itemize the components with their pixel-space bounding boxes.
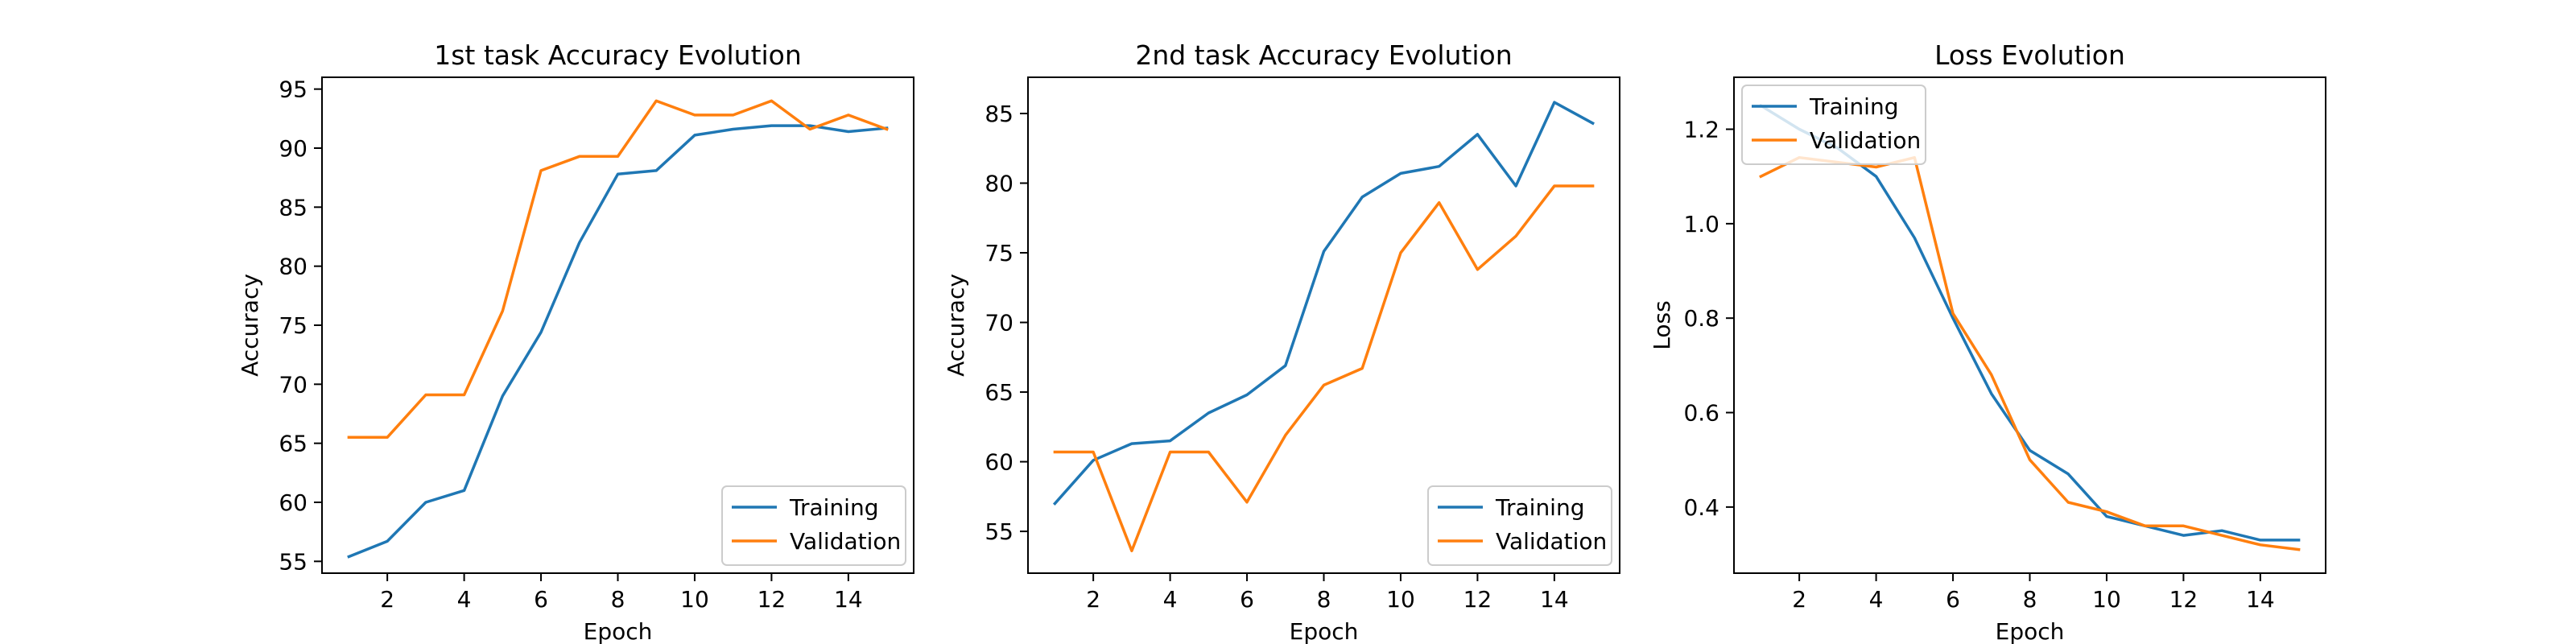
x-axis-label: Epoch <box>1290 618 1359 644</box>
y-tick-label: 95 <box>279 76 308 103</box>
x-tick-label: 14 <box>834 586 863 613</box>
y-tick-label: 80 <box>279 254 308 280</box>
series-line-training <box>1052 101 1595 506</box>
legend: Training Validation <box>721 485 906 566</box>
legend-label-validation: Validation <box>790 528 901 555</box>
series-line-training <box>347 124 889 559</box>
y-tick-label: 90 <box>279 135 308 162</box>
x-tick-label: 12 <box>1463 586 1492 613</box>
y-tick-label: 0.4 <box>1683 494 1719 521</box>
y-tick-label: 65 <box>279 431 308 457</box>
y-tick-label: 85 <box>985 101 1013 127</box>
y-axis-label: Accuracy <box>237 274 263 377</box>
legend-label-training: Training <box>1809 93 1898 120</box>
chart-panel-1: 2 4 6 8 10 12 14 55 60 65 70 75 80 85 90 95 1st task Acc… <box>237 39 914 644</box>
y-tick-label: 1.2 <box>1683 117 1719 143</box>
x-tick-label: 8 <box>1317 586 1331 613</box>
x-tick-label: 6 <box>1240 586 1254 613</box>
y-tick-label: 70 <box>279 371 308 398</box>
x-tick-label: 10 <box>2092 586 2121 613</box>
y-tick-label: 75 <box>279 312 308 339</box>
x-axis-label: Epoch <box>584 618 653 644</box>
chart-panel-2: 2 4 6 8 10 12 14 55 60 65 70 75 80 85 2nd task Accurac… <box>943 39 1620 644</box>
x-tick-label: 4 <box>457 586 472 613</box>
y-tick-label: 85 <box>279 194 308 221</box>
x-tick-label: 12 <box>758 586 786 613</box>
legend-label-validation: Validation <box>1496 528 1607 555</box>
x-tick-label: 2 <box>1792 586 1806 613</box>
y-tick-label: 65 <box>985 379 1013 406</box>
chart-title: 2nd task Accuracy Evolution <box>1135 39 1512 71</box>
y-tick-label: 1.0 <box>1683 211 1719 237</box>
y-tick-label: 55 <box>985 518 1013 545</box>
series-line-validation <box>1053 184 1595 553</box>
x-tick-label: 8 <box>611 586 625 613</box>
y-tick-label: 60 <box>985 449 1013 476</box>
x-axis-label: Epoch <box>1996 618 2065 644</box>
legend: Training Validation <box>1741 85 1926 165</box>
legend: Training Validation <box>1427 485 1612 566</box>
chart-title: Loss Evolution <box>1934 39 2125 71</box>
x-tick-label: 12 <box>2169 586 2198 613</box>
chart-title: 1st task Accuracy Evolution <box>434 39 802 71</box>
y-tick-label: 70 <box>985 310 1013 336</box>
series-line-training <box>1758 103 2301 542</box>
y-tick-label: 80 <box>985 171 1013 197</box>
x-tick-label: 10 <box>680 586 709 613</box>
x-tick-label: 4 <box>1163 586 1178 613</box>
y-tick-label: 75 <box>985 240 1013 266</box>
x-tick-label: 4 <box>1869 586 1884 613</box>
legend-label-training: Training <box>789 494 878 521</box>
series-line-validation <box>1759 155 2301 551</box>
x-tick-label: 6 <box>1946 586 1960 613</box>
x-tick-label: 6 <box>534 586 548 613</box>
x-tick-label: 10 <box>1386 586 1415 613</box>
x-tick-label: 2 <box>1086 586 1100 613</box>
x-tick-label: 2 <box>380 586 394 613</box>
legend-label-training: Training <box>1495 494 1584 521</box>
y-tick-label: 0.6 <box>1683 400 1719 427</box>
y-tick-label: 60 <box>279 489 308 516</box>
y-tick-label: 0.8 <box>1683 305 1719 332</box>
y-axis-label: Loss <box>1649 300 1675 349</box>
y-tick-label: 55 <box>279 548 308 575</box>
legend-label-validation: Validation <box>1810 127 1921 154</box>
y-axis-label: Accuracy <box>943 274 969 377</box>
x-tick-label: 14 <box>2246 586 2275 613</box>
x-tick-label: 14 <box>1540 586 1569 613</box>
x-tick-label: 8 <box>2023 586 2037 613</box>
chart-panel-3: 2 4 6 8 10 12 14 0.4 0.6 0.8 1.0 1.2 Loss Evolution E… <box>1649 39 2326 644</box>
series-line-validation <box>347 99 889 440</box>
